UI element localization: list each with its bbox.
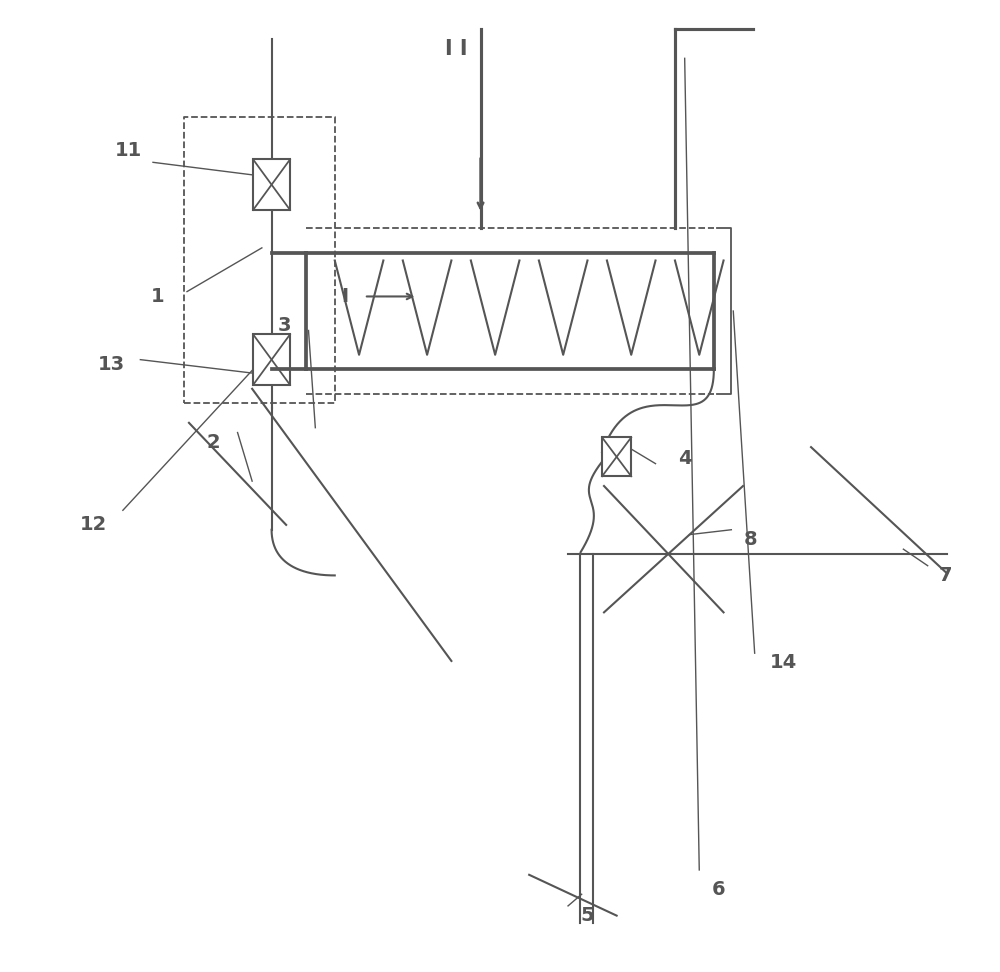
Text: 6: 6 [712,880,726,899]
Bar [253,159,290,210]
Bar [602,437,631,476]
Text: I: I [341,287,348,306]
Text: 14: 14 [770,653,797,673]
Text: 1: 1 [151,287,165,306]
Text: 7: 7 [938,566,952,585]
Text: I I: I I [445,39,468,59]
Text: 12: 12 [80,515,107,535]
Text: 2: 2 [206,433,220,452]
Text: 8: 8 [744,530,758,549]
Text: 4: 4 [678,449,691,469]
Text: 13: 13 [98,355,125,374]
Text: 5: 5 [581,906,594,925]
Text: 11: 11 [115,141,142,160]
Bar [253,334,290,385]
Text: 3: 3 [277,316,291,335]
